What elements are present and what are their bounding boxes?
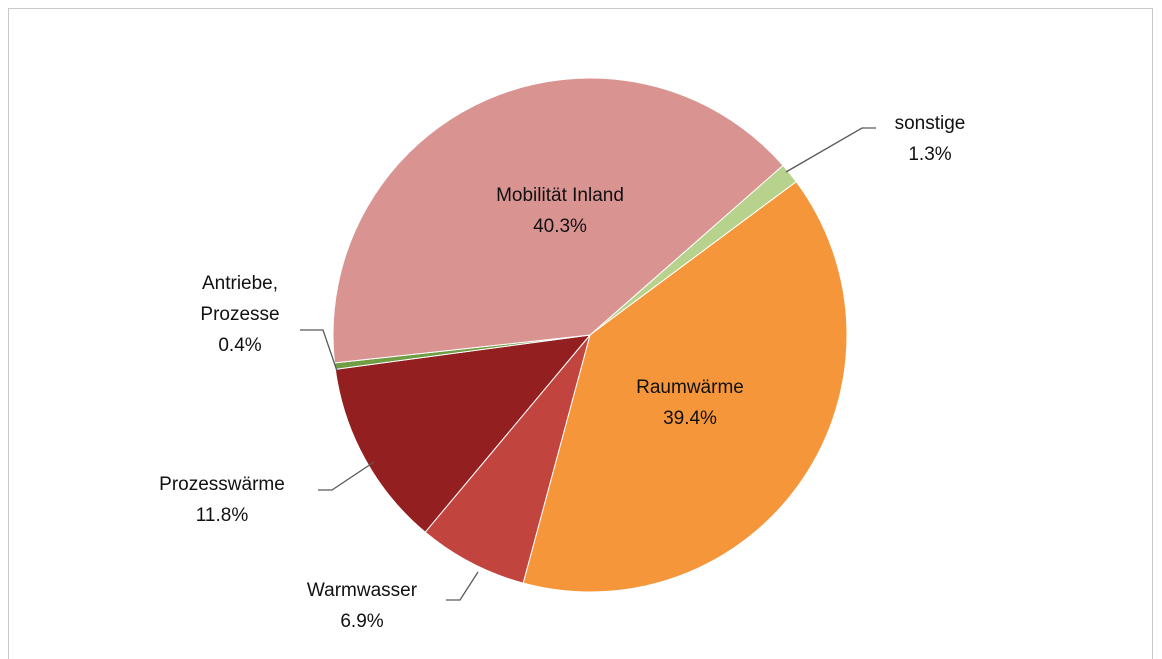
pie-slice <box>334 334 592 533</box>
value-label: 39.4% <box>663 408 717 429</box>
slice-label: Mobilität Inland 40.3% <box>440 180 680 242</box>
slice-label: sonstige 1.3% <box>860 108 1000 170</box>
slice-label: Raumwärme 39.4% <box>590 372 790 434</box>
leader-line <box>446 571 479 601</box>
value-label: 1.3% <box>908 144 952 165</box>
category-label: Warmwasser <box>306 580 418 601</box>
category-label: Prozesswärme <box>159 474 285 495</box>
slice-label: Prozesswärme 11.8% <box>122 469 322 531</box>
slice-label: Warmwasser 6.9% <box>262 575 462 637</box>
pie-slice <box>522 180 848 593</box>
leader-lines <box>300 127 876 601</box>
category-label: sonstige <box>894 113 966 134</box>
category-label: Raumwärme <box>636 377 744 398</box>
leader-line <box>318 461 375 491</box>
value-label: 40.3% <box>533 216 587 237</box>
pie-slice <box>332 77 784 364</box>
slice-label: Antriebe, Prozesse 0.4% <box>175 268 305 361</box>
leader-line <box>785 127 876 173</box>
value-label: 11.8% <box>195 505 249 526</box>
value-label: 6.9% <box>340 611 384 632</box>
pie-slice <box>424 334 591 584</box>
slices <box>332 77 848 593</box>
category-label: Mobilität Inland <box>496 185 624 206</box>
value-label: 0.4% <box>218 335 262 356</box>
category-label: Antriebe, Prozesse <box>200 273 280 325</box>
leader-line <box>300 329 338 372</box>
chart-frame <box>8 8 1153 659</box>
